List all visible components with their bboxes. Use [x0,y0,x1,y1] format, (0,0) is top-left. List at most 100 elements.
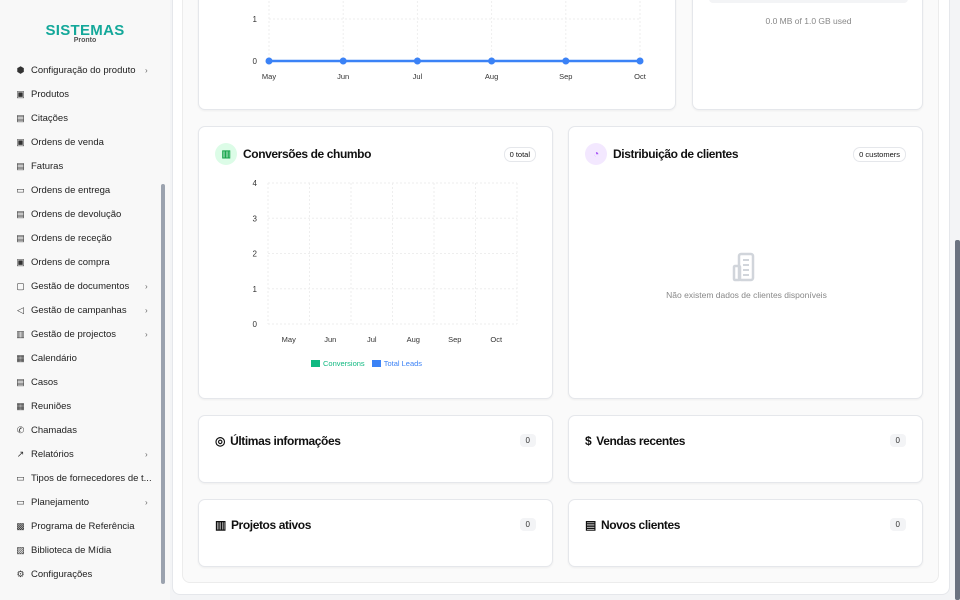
sidebar-item[interactable]: ▢ Gestão de documentos › [0,274,160,298]
sidebar-item[interactable]: ▤ Ordens de devolução [0,202,160,226]
storage-progress-bar [709,0,908,3]
y-tick-label: 1 [253,285,258,294]
sidebar-item[interactable]: ▭ Ordens de entrega [0,178,160,202]
data-point [413,57,421,65]
legend-total-leads[interactable]: Total Leads [371,359,422,368]
lead-conversions-card: ▥ Conversões de chumbo 0 total 0 1 2 3 4 May Ju… [198,126,553,399]
sidebar-item[interactable]: ▩ Programa de Referência [0,514,160,538]
chevron-right-icon: › [145,449,148,459]
y-tick-label: 3 [253,214,258,223]
document-icon: ▤ [16,232,25,243]
sidebar-item-label: Gestão de projectos [31,328,117,340]
sidebar-item[interactable]: ▣ Ordens de venda [0,130,160,154]
building-icon: ▤ [585,518,596,532]
trending-up-icon: ↗ [16,448,25,459]
sidebar-item-label: Ordens de venda [31,136,104,148]
sidebar-item[interactable]: ▨ Biblioteca de Mídia [0,538,160,562]
calendar-grid-icon: ▦ [16,400,25,411]
y-tick-label: 0 [253,57,258,66]
y-tick-label: 0 [253,320,258,329]
logo[interactable]: SISTEMAS Pronto [0,22,170,44]
dollar-icon: $ [585,434,592,448]
data-point [265,57,273,65]
folder-icon: ▢ [16,280,25,291]
storage-card: 0.0 MB of 1.0 GB used [692,0,923,110]
sidebar-item[interactable]: ▣ Ordens de compra [0,250,160,274]
legend-conversions[interactable]: Conversions [311,359,365,368]
sidebar-item[interactable]: ▦ Calendário [0,346,160,370]
card-title: Conversões de chumbo [243,147,372,161]
sidebar-item[interactable]: ▣ Produtos [0,82,160,106]
summary-card: ▥ Projetos ativos 0 [198,499,553,567]
x-tick-label: Jun [324,335,336,344]
sidebar-item[interactable]: ⬢ Configuração do produto › [0,58,160,82]
x-tick-label: May [282,335,296,344]
sidebar-item-label: Produtos [31,88,70,100]
sidebar-item[interactable]: ▥ Gestão de projectos › [0,322,160,346]
sidebar-item-label: Programa de Referência [31,520,135,532]
sidebar-item-label: Configuração do produto [31,64,136,76]
chart-legend: Conversions Total Leads [311,359,422,368]
data-point [562,57,570,65]
pie-chart-icon: ◔ [585,143,607,165]
document-icon: ▤ [16,208,25,219]
sidebar-nav: ⬢ Configuração do produto › ▣ Produtos ▤ Citaç… [0,58,160,586]
sidebar-item-label: Ordens de devolução [31,208,122,220]
sidebar-item-label: Ordens de compra [31,256,110,268]
sidebar-item[interactable]: ⚙ Configurações [0,562,160,586]
x-tick-label: Aug [485,72,498,81]
brand-name: SISTEMAS [45,22,125,39]
sidebar-item-label: Ordens de entrega [31,184,111,196]
archive-icon: ▣ [16,256,25,267]
card-title: Últimas informações [230,434,341,448]
brand-sub: Pronto [73,37,97,44]
summary-card: ◎ Últimas informações 0 [198,415,553,483]
total-badge: 0 total [503,147,536,162]
ticket-icon: ▭ [16,472,25,483]
document-icon: ▤ [16,376,25,387]
chevron-right-icon: › [145,497,148,507]
page-scrollbar[interactable] [955,240,960,600]
sidebar-item[interactable]: ▤ Citações [0,106,160,130]
ticket-icon: ▭ [16,184,25,195]
calendar-icon: ▦ [16,352,25,363]
y-tick-label: 4 [253,179,258,188]
customer-distribution-card: ◔ Distribuição de clientes 0 customers Nã… [568,126,923,399]
chevron-right-icon: › [145,281,148,291]
document-icon: ▤ [16,112,25,123]
sidebar-item[interactable]: ✆ Chamadas [0,418,160,442]
credit-card-icon: ▭ [16,496,25,507]
x-tick-label: Oct [490,335,503,344]
target-icon: ◎ [215,434,226,448]
count-badge: 0 [519,434,536,447]
count-badge: 0 [889,434,906,447]
data-point [488,57,496,65]
sidebar-item-label: Faturas [31,160,64,172]
sidebar-item[interactable]: ▤ Faturas [0,154,160,178]
gift-icon: ▩ [16,520,25,531]
sidebar-item[interactable]: ↗ Relatórios › [0,442,160,466]
sidebar-item[interactable]: ◁ Gestão de campanhas › [0,298,160,322]
sidebar-item[interactable]: ▤ Casos [0,370,160,394]
briefcase-icon: ▥ [215,518,226,532]
archive-icon: ▣ [16,88,25,99]
sidebar-item[interactable]: ▭ Tipos de fornecedores de t... [0,466,160,490]
sidebar-item-label: Citações [31,112,68,124]
sidebar-item-label: Ordens de receção [31,232,112,244]
sidebar-item-label: Calendário [31,352,77,364]
sidebar-item-label: Gestão de documentos [31,280,130,292]
x-tick-label: Jul [367,335,377,344]
x-tick-label: Sep [448,335,461,344]
gear-icon: ⚙ [16,568,25,579]
sidebar-item-label: Tipos de fornecedores de t... [31,472,152,484]
sidebar-scrollbar[interactable] [161,184,165,584]
megaphone-icon: ◁ [17,304,24,315]
sidebar-item-label: Relatórios [31,448,74,460]
y-tick-label: 1 [253,15,258,24]
sidebar-item[interactable]: ▤ Ordens de receção [0,226,160,250]
sidebar-item[interactable]: ▭ Planejamento › [0,490,160,514]
chevron-right-icon: › [145,65,148,75]
sidebar-item-label: Casos [31,376,58,388]
sidebar-item[interactable]: ▦ Reuniões [0,394,160,418]
x-tick-label: Sep [559,72,572,81]
